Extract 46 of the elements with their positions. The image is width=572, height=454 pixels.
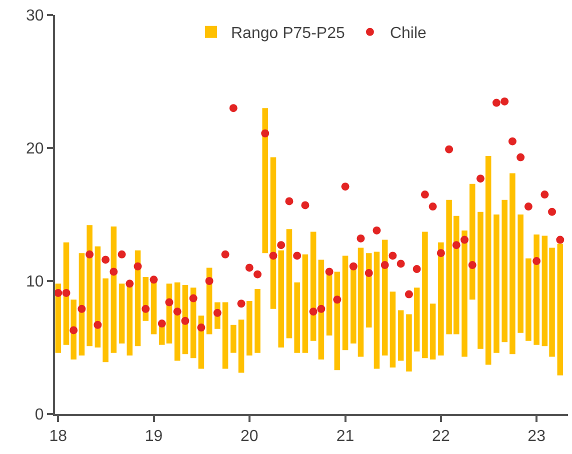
bar bbox=[110, 226, 117, 353]
bar bbox=[502, 200, 508, 342]
y-tick-label: 0 bbox=[34, 406, 44, 424]
bar bbox=[406, 314, 412, 372]
bar bbox=[494, 214, 500, 353]
bar bbox=[102, 278, 108, 362]
x-tick-label: 21 bbox=[336, 428, 354, 446]
bar bbox=[294, 282, 300, 353]
bar bbox=[478, 212, 484, 349]
bar bbox=[246, 300, 252, 356]
y-tick-label: 20 bbox=[26, 140, 44, 158]
bar bbox=[222, 302, 228, 369]
x-tick-label: 19 bbox=[144, 428, 163, 446]
bar bbox=[342, 256, 348, 350]
bar bbox=[262, 108, 268, 254]
bar bbox=[462, 230, 468, 357]
y-tick-label: 30 bbox=[26, 8, 44, 25]
bar bbox=[390, 292, 396, 368]
bar bbox=[374, 252, 380, 369]
bar bbox=[286, 229, 292, 338]
bar bbox=[414, 288, 420, 352]
bar bbox=[118, 284, 125, 344]
bar bbox=[510, 173, 516, 354]
x-tick-label: 22 bbox=[432, 428, 450, 446]
bar bbox=[254, 288, 260, 353]
bar bbox=[230, 324, 236, 353]
legend-label: Rango P75-P25 bbox=[231, 25, 345, 42]
bar bbox=[469, 184, 476, 300]
x-tick-label: 23 bbox=[528, 428, 546, 446]
bar bbox=[302, 254, 308, 353]
bar bbox=[534, 234, 540, 345]
bar bbox=[366, 253, 372, 328]
bar bbox=[270, 157, 276, 309]
x-tick-label: 18 bbox=[49, 428, 68, 446]
bar bbox=[238, 320, 244, 373]
bar bbox=[438, 242, 444, 356]
bar bbox=[430, 304, 436, 360]
y-tick-label: 10 bbox=[26, 274, 44, 291]
bar bbox=[86, 225, 92, 346]
bar bbox=[398, 310, 404, 361]
bar bbox=[518, 214, 524, 333]
bar bbox=[485, 156, 492, 365]
x-tick-label: 20 bbox=[240, 428, 258, 446]
bar bbox=[526, 258, 532, 341]
bar bbox=[422, 232, 428, 358]
legend-label: Chile bbox=[390, 25, 427, 42]
